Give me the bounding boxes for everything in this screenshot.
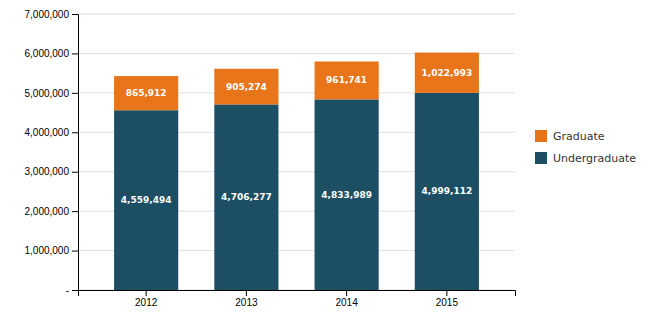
- y-tick: 7,000,000: [25, 9, 79, 20]
- data-labels: 4,559,494 4,706,277 4,833,989 4,999,112 865,…: [121, 68, 472, 205]
- y-tick: -: [66, 285, 78, 296]
- data-label: 4,833,989: [321, 190, 372, 200]
- x-tick-mark: [146, 290, 147, 296]
- legend-swatch: [535, 130, 547, 142]
- y-tick-mark: [72, 53, 78, 54]
- data-label: 865,912: [126, 88, 167, 98]
- data-label: 4,706,277: [221, 192, 272, 202]
- bar-series: [114, 93, 479, 290]
- y-tick-mark: [72, 251, 78, 252]
- chart: - 1,000,000 2,000,000 3,000,000 4,000,000 5,0…: [0, 0, 650, 320]
- x-tick-label: 2014: [335, 297, 358, 308]
- x-tick-mark: [346, 290, 347, 296]
- bar: [214, 104, 278, 290]
- legend: Graduate Undergraduate: [535, 130, 636, 165]
- bar: [315, 99, 379, 290]
- y-tick: 6,000,000: [25, 48, 79, 59]
- y-tick-mark: [72, 93, 78, 94]
- bar-series: [114, 53, 479, 111]
- data-label: 1,022,993: [422, 68, 473, 78]
- y-tick-mark: [72, 211, 78, 212]
- y-tick: 5,000,000: [25, 88, 79, 99]
- data-label: 4,999,112: [422, 186, 473, 196]
- grid: [78, 14, 515, 290]
- bar: [415, 93, 479, 290]
- y-axis-line: [72, 15, 79, 291]
- y-tick: 2,000,000: [25, 206, 79, 217]
- legend-item: Undergraduate: [535, 152, 636, 165]
- y-tick-label: 1,000,000: [25, 245, 70, 256]
- bar: [114, 76, 178, 110]
- y-tick-mark: [72, 290, 78, 291]
- legend-label: Graduate: [553, 130, 605, 143]
- y-tick-label: 6,000,000: [25, 48, 70, 59]
- x-tick-mark: [446, 290, 447, 296]
- y-tick-label: 2,000,000: [25, 206, 70, 217]
- y-tick: 3,000,000: [25, 166, 79, 177]
- y-tick-label: 4,000,000: [25, 127, 70, 138]
- y-tick-label: 3,000,000: [25, 166, 70, 177]
- bars: [114, 53, 479, 290]
- x-tick: 2015: [436, 290, 459, 308]
- x-tick-label: 2012: [135, 297, 158, 308]
- bar: [415, 53, 479, 93]
- y-tick-mark: [72, 14, 78, 15]
- legend-swatch: [535, 152, 547, 164]
- y-axis: - 1,000,000 2,000,000 3,000,000 4,000,000 5,0…: [25, 9, 79, 296]
- bar: [214, 69, 278, 105]
- legend-item: Graduate: [535, 130, 605, 143]
- data-label: 4,559,494: [121, 195, 172, 205]
- data-label: 905,274: [226, 82, 267, 92]
- y-tick-label: 5,000,000: [25, 88, 70, 99]
- y-tick-label: 7,000,000: [25, 9, 70, 20]
- grid-line: [78, 14, 515, 15]
- y-tick: 1,000,000: [25, 245, 79, 256]
- x-axis: 2012 2013 2014 2015: [79, 290, 516, 308]
- bar: [114, 110, 178, 290]
- x-tick: 2013: [235, 290, 258, 308]
- x-tick-label: 2013: [235, 297, 258, 308]
- data-label: 961,741: [326, 75, 367, 85]
- x-tick-label: 2015: [436, 297, 459, 308]
- bar: [315, 61, 379, 99]
- y-tick-label: -: [66, 285, 69, 296]
- legend-label: Undergraduate: [553, 152, 636, 165]
- y-tick-mark: [72, 132, 78, 133]
- plot: - 1,000,000 2,000,000 3,000,000 4,000,000 5,0…: [25, 9, 516, 308]
- y-tick-mark: [72, 172, 78, 173]
- y-tick: 4,000,000: [25, 127, 79, 138]
- x-tick-mark: [246, 290, 247, 296]
- x-tick: 2014: [335, 290, 358, 308]
- x-tick: 2012: [135, 290, 158, 308]
- x-axis-line: [79, 291, 516, 297]
